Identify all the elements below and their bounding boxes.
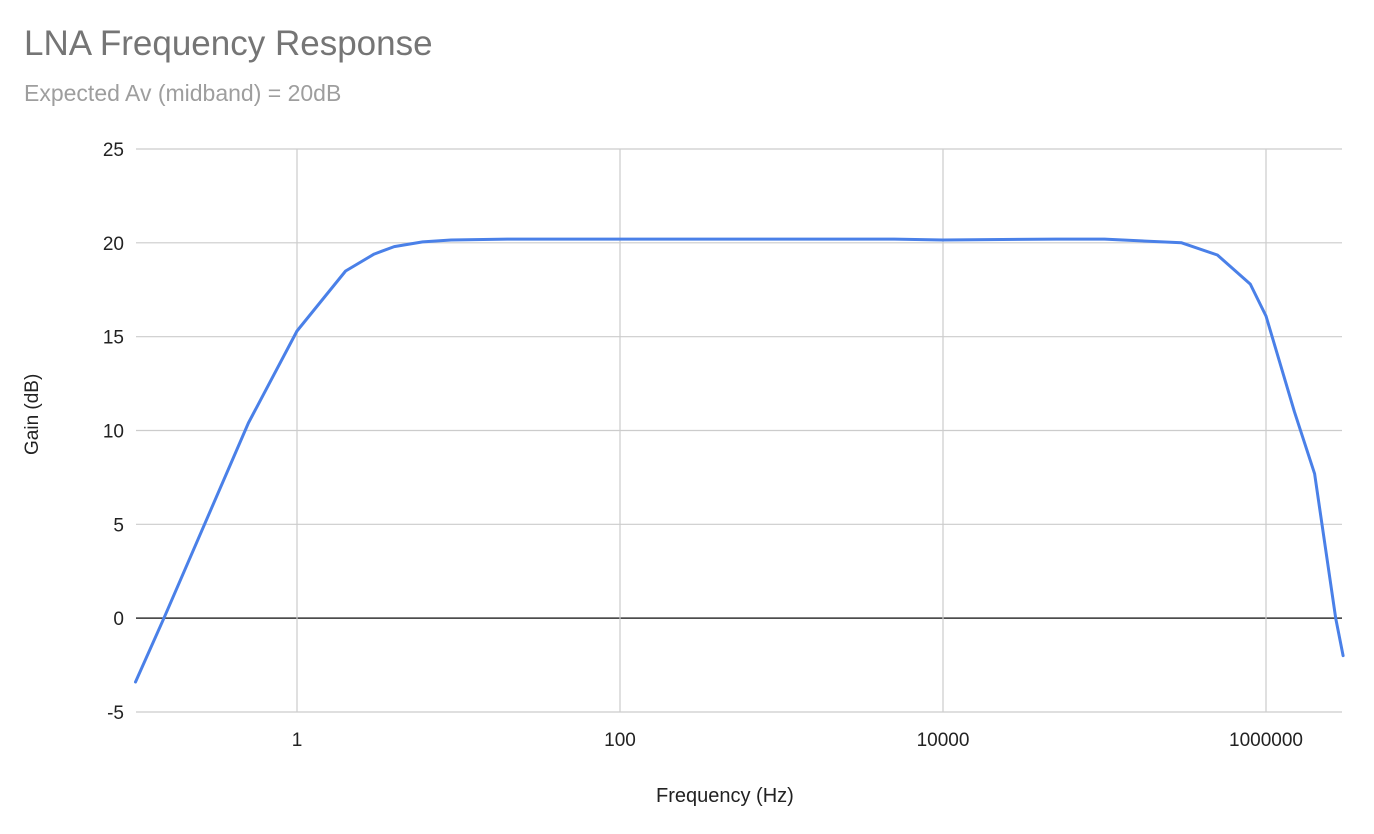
y-tick-label: 5 <box>113 515 124 536</box>
gain-line <box>134 237 1345 684</box>
x-axis-label: Frequency (Hz) <box>656 785 794 807</box>
y-tick-label: 20 <box>103 234 124 255</box>
y-tick-label: 25 <box>103 140 124 161</box>
y-tick-label: 0 <box>113 609 124 630</box>
gridlines <box>136 148 1342 713</box>
x-tick-label: 1 <box>292 730 303 751</box>
x-tick-label: 1000000 <box>1229 730 1303 751</box>
y-tick-label: 10 <box>103 422 124 443</box>
x-axis-ticks: 1 100 10000 1000000 <box>292 730 1303 751</box>
y-tick-label: -5 <box>107 703 124 724</box>
chart-subtitle: Expected Av (midband) = 20dB <box>24 80 342 106</box>
x-tick-label: 100 <box>604 730 636 751</box>
chart-title: LNA Frequency Response <box>24 24 433 63</box>
data-series <box>134 237 1345 684</box>
x-tick-label: 10000 <box>917 730 970 751</box>
y-axis-ticks: -5 0 5 10 15 20 25 <box>103 140 124 724</box>
y-tick-label: 15 <box>103 328 124 349</box>
